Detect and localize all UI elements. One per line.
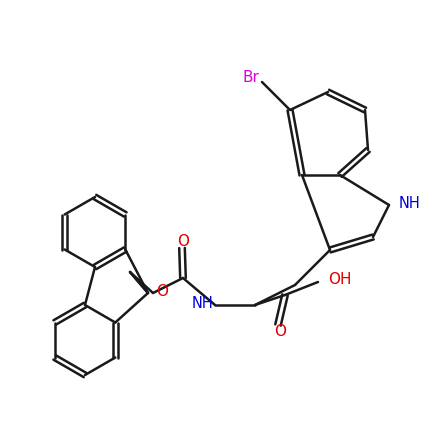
Text: O: O (273, 323, 285, 338)
Text: O: O (177, 234, 189, 249)
Text: NH: NH (398, 196, 420, 211)
Text: O: O (155, 283, 167, 298)
Text: OH: OH (327, 273, 351, 288)
Text: NH: NH (191, 297, 213, 311)
Text: Br: Br (242, 70, 259, 85)
